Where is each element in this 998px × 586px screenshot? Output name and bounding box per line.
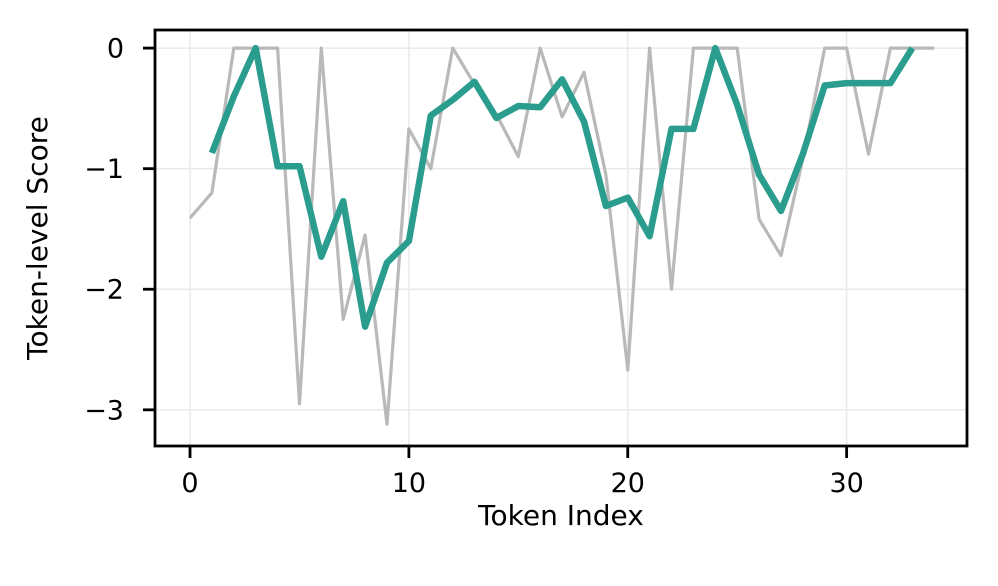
x-tick-label: 20 [611, 468, 645, 499]
smoothed-token-scores-line [208, 44, 916, 330]
x-tick-label: 10 [392, 468, 426, 499]
y-tick-label: −2 [84, 275, 124, 306]
axes-spines [153, 28, 969, 448]
y-tick-label: 0 [107, 34, 124, 65]
x-axis-label: Token Index [478, 499, 644, 532]
x-tick-label: 0 [181, 468, 198, 499]
raw-token-scores-line [188, 46, 935, 426]
x-tick-label: 30 [829, 468, 863, 499]
y-tick-label: −3 [84, 395, 124, 426]
y-axis-label: Token-level Score [21, 116, 55, 360]
y-tick-label: −1 [84, 154, 124, 185]
